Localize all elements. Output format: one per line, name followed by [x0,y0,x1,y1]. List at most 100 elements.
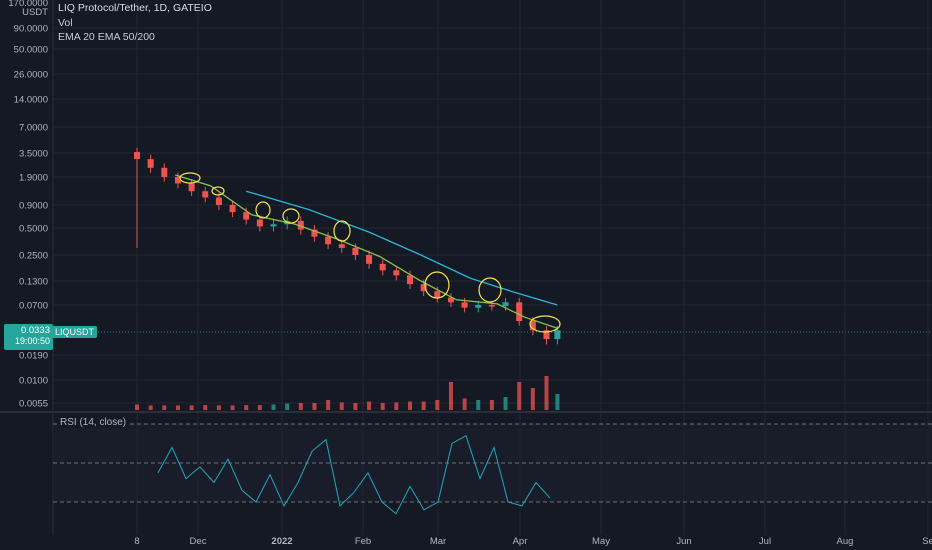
candle-body [325,236,332,245]
candle-body [393,270,400,276]
annotation-circle [424,271,450,299]
volume-bar [230,405,235,410]
time-tick-label: Dec [190,536,207,547]
candle-body [188,183,195,192]
candle-body [379,263,386,271]
candle-body [434,291,441,298]
volume-bar [257,405,262,410]
candle-body [311,229,318,237]
volume-bar [216,405,221,410]
annotation-circle [179,172,201,184]
price-tick-label: 0.0100 [19,376,48,387]
volume-bar [135,404,139,410]
volume-bar [555,394,560,410]
price-tick-label: 14.0000 [14,95,48,106]
volume-bar [162,405,167,410]
chart-grid [52,0,932,535]
volume-bar [175,405,180,410]
countdown-timer: 19:00:50 [14,336,50,346]
volume-bar [203,405,208,410]
volume-bar [408,401,412,410]
time-tick-label: Feb [355,536,371,547]
volume-bar [394,402,399,410]
symbol-title[interactable]: LIQ Protocol/Tether, 1D, GATEIO [58,2,212,14]
price-tick-label: 3.5000 [19,149,48,160]
volume-bar [517,382,522,410]
candle-body [461,302,468,308]
price-tick-label: 0.0700 [19,301,48,312]
annotation-circle [333,220,351,242]
price-tick-label: 0.9000 [19,201,48,212]
price-tick-label: 0.5000 [19,224,48,235]
volume-bar [326,400,331,410]
vol-indicator-label[interactable]: Vol [58,17,73,29]
candle-body [407,275,413,285]
candle-body [215,197,222,205]
time-tick-label: 2022 [271,536,292,547]
time-axis: 8 Dec 2022 Feb Mar Apr May Jun Jul Aug Se [134,536,932,547]
candle-body [174,177,181,184]
price-tick-label: 0.1300 [19,277,48,288]
volume-bar [530,388,535,410]
volume-bar [298,403,303,410]
price-axis-unit: USDT [22,7,48,18]
price-tick-label: 26.0000 [14,70,48,81]
candle-body [447,297,454,303]
candle-body [488,305,495,307]
annotation-circle [529,315,561,333]
candle-body [352,247,359,255]
rsi-indicator-label[interactable]: RSI (14, close) [58,417,129,428]
current-price-value: 0.0333 [20,325,50,336]
annotation-circle [255,201,271,219]
ema-lines [175,174,558,329]
volume-bar [367,401,372,410]
volume-bar [421,401,426,410]
volume-bar [435,400,440,410]
volume-bar [448,382,453,410]
price-tick-label: 0.0190 [19,351,48,362]
volume-bar [339,402,344,410]
volume-bar [148,405,153,410]
rsi-band [53,424,932,502]
volume-bar [189,405,194,410]
rsi-line [157,434,551,515]
candle-body [134,151,140,160]
candle-body [243,212,250,220]
price-axis-top-label: 170.0000 [8,0,48,9]
candle-body [229,205,236,213]
volume-bar [271,404,276,410]
candle-body [256,219,263,227]
candle-body [147,159,154,168]
price-tick-label: 90.0000 [14,24,48,35]
time-tick-label: May [592,536,610,547]
candle-body [270,224,277,227]
candle-body [516,302,523,322]
volume-bar [489,400,494,410]
candle-body [529,321,536,331]
price-tick-label: 50.0000 [14,45,48,56]
candle-body [420,284,427,292]
candle-body [475,305,482,308]
annotation-circle [282,208,300,224]
volume-bar [285,403,290,410]
time-tick-label: Aug [837,536,854,547]
time-tick-label: Jun [676,536,691,547]
ema-indicator-label[interactable]: EMA 20 EMA 50/200 [58,31,155,43]
candle-body [202,191,209,198]
volume-bar [312,403,317,410]
time-tick-label: Mar [430,536,446,547]
candle-body [366,255,373,264]
ema200-line [246,190,558,306]
volume-bar [244,405,249,410]
volume-bar [353,403,358,410]
price-axis: 90.0000 50.0000 26.0000 14.0000 7.0000 3.5000… [8,0,48,410]
volume-bars [135,376,560,410]
candle-body [543,330,550,340]
candle-body [502,302,509,307]
price-tick-label: 0.0055 [19,399,48,410]
candle-body [554,330,561,340]
annotation-circle [211,186,225,196]
rsi-pane [0,411,932,515]
ema20-line [175,174,558,329]
